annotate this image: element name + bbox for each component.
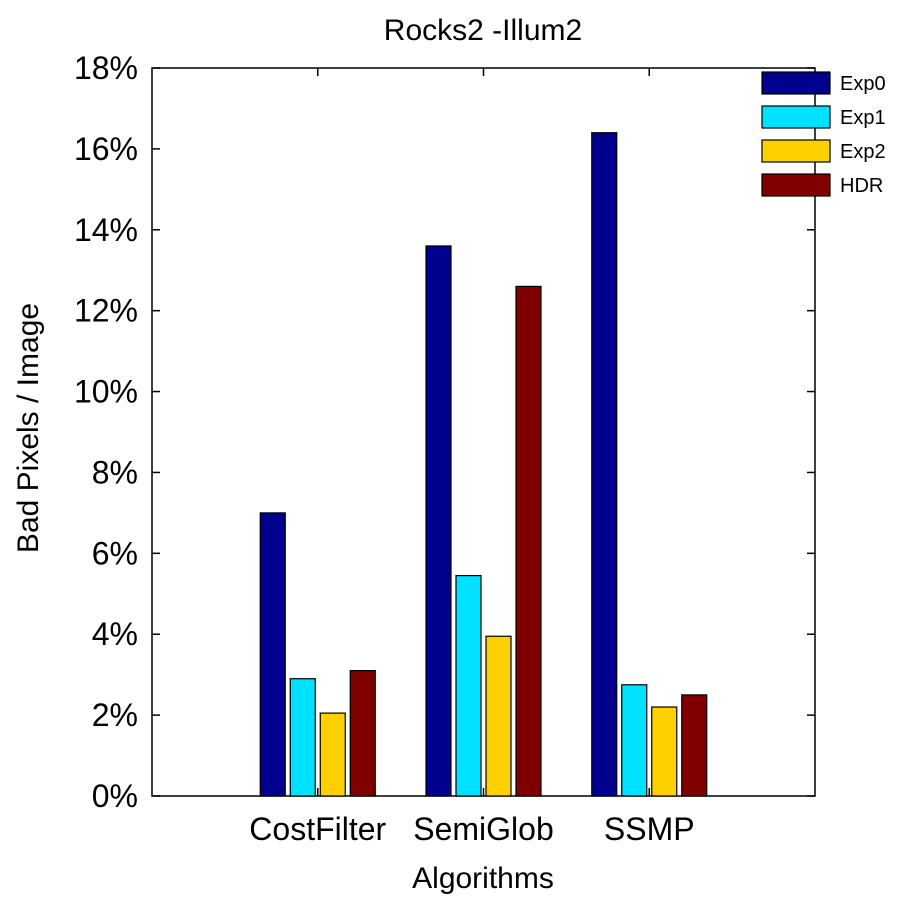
legend-swatch-exp1 xyxy=(761,105,831,129)
x-axis-label: Algorithms xyxy=(412,862,554,895)
x-tick-label: SSMP xyxy=(604,811,695,847)
y-tick-label: 16% xyxy=(74,131,138,167)
y-tick-label: 10% xyxy=(74,374,138,410)
bar-hdr-ssmp xyxy=(681,694,708,797)
axes-frame xyxy=(151,67,816,797)
plot-area: 0% 2% 4% 6% 8% 10% 12% 14% 16% 18% CostFilter SemiG… xyxy=(74,50,886,847)
y-axis-label: Bad Pixels / Image xyxy=(12,303,45,553)
y-tick-label: 4% xyxy=(92,616,138,652)
x-tick-label: CostFilter xyxy=(249,811,386,847)
y-tick-label: 18% xyxy=(74,50,138,86)
y-tick-label: 2% xyxy=(92,697,138,733)
legend-label-hdr: HDR xyxy=(840,175,883,197)
y-tick-label: 12% xyxy=(74,293,138,329)
bar-exp0-semiglob xyxy=(425,245,452,797)
bar-exp1-semiglob xyxy=(455,574,482,797)
bar-hdr-semiglob xyxy=(515,285,542,797)
y-tick-label: 14% xyxy=(74,212,138,248)
bar-exp2-semiglob xyxy=(485,635,512,797)
legend-label-exp0: Exp0 xyxy=(840,73,886,95)
legend-swatch-hdr xyxy=(761,173,831,197)
bar-exp2-costfilter xyxy=(319,712,346,797)
legend-label-exp2: Exp2 xyxy=(840,141,886,163)
legend-label-exp1: Exp1 xyxy=(840,107,886,129)
y-tick-label: 0% xyxy=(92,778,138,814)
legend-swatch-exp2 xyxy=(761,139,831,163)
x-tick-label: SemiGlob xyxy=(413,811,554,847)
bar-exp1-costfilter xyxy=(289,678,316,797)
legend-swatch-exp0 xyxy=(761,71,831,95)
y-tick-label: 8% xyxy=(92,454,138,490)
bar-exp2-ssmp xyxy=(651,706,678,797)
bar-hdr-costfilter xyxy=(349,670,376,797)
bar-exp0-costfilter xyxy=(259,512,286,797)
chart-title: Rocks2 -Illum2 xyxy=(384,14,582,47)
bar-exp1-ssmp xyxy=(621,684,648,797)
y-tick-label: 6% xyxy=(92,535,138,571)
bar-exp0-ssmp xyxy=(591,132,618,797)
